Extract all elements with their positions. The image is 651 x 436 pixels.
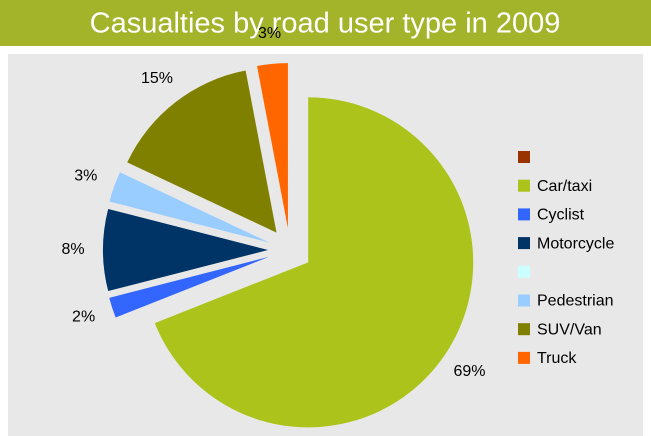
legend-swatch [518, 179, 530, 192]
legend-label: Truck [537, 350, 577, 367]
chart-title: Casualties by road user type in 2009 [90, 8, 561, 40]
title-banner [0, 0, 651, 46]
data-label: 15% [141, 70, 173, 87]
legend-swatch [518, 351, 530, 364]
legend-swatch [518, 208, 530, 221]
pie-slice [108, 203, 269, 245]
data-label: 8% [61, 241, 84, 258]
data-label: 2% [72, 308, 95, 325]
pie-slice [103, 208, 268, 292]
pie-slice [109, 172, 270, 243]
pie-slice [127, 70, 277, 233]
pie-slice [257, 63, 288, 229]
pie-slice [154, 97, 474, 428]
legend-label: Pedestrian [537, 293, 614, 310]
legend-label: Cyclist [537, 207, 585, 224]
legend-label: Motorcycle [537, 235, 614, 252]
data-label: 3% [74, 168, 97, 185]
data-label: 3% [258, 25, 281, 42]
legend-swatch [518, 265, 530, 278]
pie-slice [109, 256, 270, 318]
legend-label: Car/taxi [537, 178, 592, 195]
legend-label: SUV/Van [537, 321, 602, 338]
legend-swatch [518, 294, 530, 307]
legend-swatch [518, 237, 530, 250]
legend-swatch [518, 323, 530, 336]
legend-swatch [518, 151, 530, 163]
data-label: 69% [453, 363, 485, 380]
